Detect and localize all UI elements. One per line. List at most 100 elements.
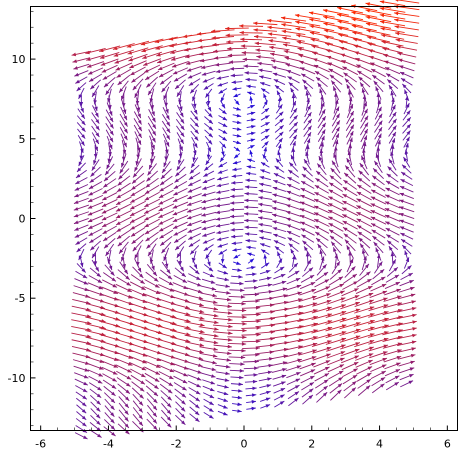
vector-arrow-head (244, 218, 249, 223)
vector-arrow-head (152, 271, 157, 276)
vector-arrow-head (103, 237, 108, 241)
vector-arrow-head (404, 250, 408, 256)
vector-arrow-head (99, 48, 104, 53)
vector-arrow-head (152, 405, 157, 411)
vector-arrow-head (124, 269, 128, 275)
vector-arrow-head (279, 118, 284, 123)
vector-arrow-head (215, 197, 221, 201)
vector-arrow-head (158, 207, 163, 212)
vector-arrow-head (123, 135, 128, 141)
vector-arrow-head (307, 125, 312, 131)
vector-arrow-head (244, 232, 250, 236)
vector-arrow-head (369, 339, 375, 344)
vector-arrow-head (378, 106, 382, 112)
vector-arrow-head (254, 366, 259, 371)
vector-arrow-head (119, 168, 124, 174)
vector-arrow-head (392, 259, 396, 264)
vector-arrow-head (100, 312, 106, 316)
vector-arrow-head (181, 393, 187, 398)
vector-arrow-head (383, 344, 388, 349)
x-tick-label: 0 (241, 438, 248, 451)
vector-arrow-head (206, 101, 211, 106)
vector-arrow-head (328, 223, 334, 227)
vector-arrow-head (294, 397, 299, 402)
vector-arrow-head (365, 15, 371, 20)
vector-arrow-head (383, 311, 389, 315)
vector-arrow-head (82, 274, 88, 279)
vector-arrow-head (346, 84, 351, 89)
vector-arrow-head (292, 141, 296, 146)
vector-arrow-head (145, 76, 150, 80)
vector-arrow-head (395, 282, 401, 286)
vector-arrow-head (157, 323, 163, 328)
vector-arrow-head (239, 281, 244, 286)
vector-arrow-head (304, 159, 308, 164)
vector-arrow-head (307, 105, 311, 110)
vector-arrow-head (92, 253, 96, 259)
vector-arrow-head (256, 319, 261, 324)
vector-arrow-head (167, 403, 172, 408)
vector-arrow-head (366, 271, 371, 276)
vector-arrow-head (268, 39, 273, 43)
vector-arrow-head (176, 165, 181, 171)
vector-arrow-head (236, 133, 242, 138)
vector-arrow-head (83, 435, 88, 439)
vector-arrow-head (260, 82, 265, 86)
vector-arrow-head (273, 240, 279, 244)
vector-arrow-head (352, 374, 358, 379)
vector-arrow-head (296, 284, 302, 289)
vector-arrow-head (236, 127, 242, 131)
vector-arrow-head (111, 277, 116, 282)
vector-arrow-head (192, 96, 196, 102)
vector-arrow-head (188, 81, 194, 86)
vector-arrow-head (368, 292, 374, 297)
vector-arrow-head (119, 88, 124, 93)
vector-arrow-head (107, 97, 111, 103)
vector-arrow-head (142, 359, 147, 364)
vector-arrow-head (369, 333, 375, 337)
vector-arrow-head (218, 89, 224, 94)
vector-arrow-head (321, 122, 326, 128)
vector-arrow-head (309, 275, 315, 279)
vector-arrow-head (339, 283, 344, 288)
vector-arrow-head (220, 97, 225, 102)
vector-arrow-head (341, 337, 346, 342)
vector-arrow-head (346, 245, 351, 250)
vector-arrow-head (251, 406, 256, 411)
vector-arrow-head (201, 206, 206, 210)
vector-arrow-head (89, 178, 95, 183)
vector-arrow-head (97, 279, 103, 283)
vector-arrow-head (126, 382, 131, 387)
vector-arrow-head (103, 83, 109, 88)
vector-arrow-head (392, 118, 397, 124)
vector-arrow-head (136, 262, 140, 267)
vector-arrow-head (275, 158, 280, 163)
vector-arrow-shaft (308, 11, 335, 18)
vector-arrow-head (144, 223, 150, 228)
vector-arrow-head (404, 89, 408, 95)
vector-arrow-head (241, 50, 246, 55)
vector-arrow-head (164, 102, 168, 108)
vector-arrow-head (322, 264, 327, 269)
vector-arrow-head (237, 268, 242, 272)
vector-arrow-head (223, 398, 228, 402)
vector-arrow-head (251, 265, 256, 270)
vector-arrow-head (144, 216, 149, 221)
vector-arrow-head (412, 313, 417, 318)
vector-arrow-head (130, 212, 135, 216)
vector-arrow-head (272, 186, 278, 191)
vector-arrow-head (400, 78, 406, 82)
vector-arrow-head (216, 183, 222, 188)
vector-arrow-head (98, 373, 103, 377)
vector-arrow-head (401, 172, 406, 176)
vector-arrow-head (281, 381, 286, 385)
vector-arrow-head (101, 203, 107, 207)
vector-arrow-head (341, 324, 347, 328)
vector-arrow-head (371, 182, 377, 187)
vector-arrow-head (185, 339, 191, 343)
vector-arrow-head (396, 288, 401, 293)
vector-arrow-head (103, 183, 108, 188)
vector-arrow-head (368, 360, 373, 364)
vector-arrow-head (188, 242, 194, 247)
vector-arrow-head (129, 321, 135, 326)
